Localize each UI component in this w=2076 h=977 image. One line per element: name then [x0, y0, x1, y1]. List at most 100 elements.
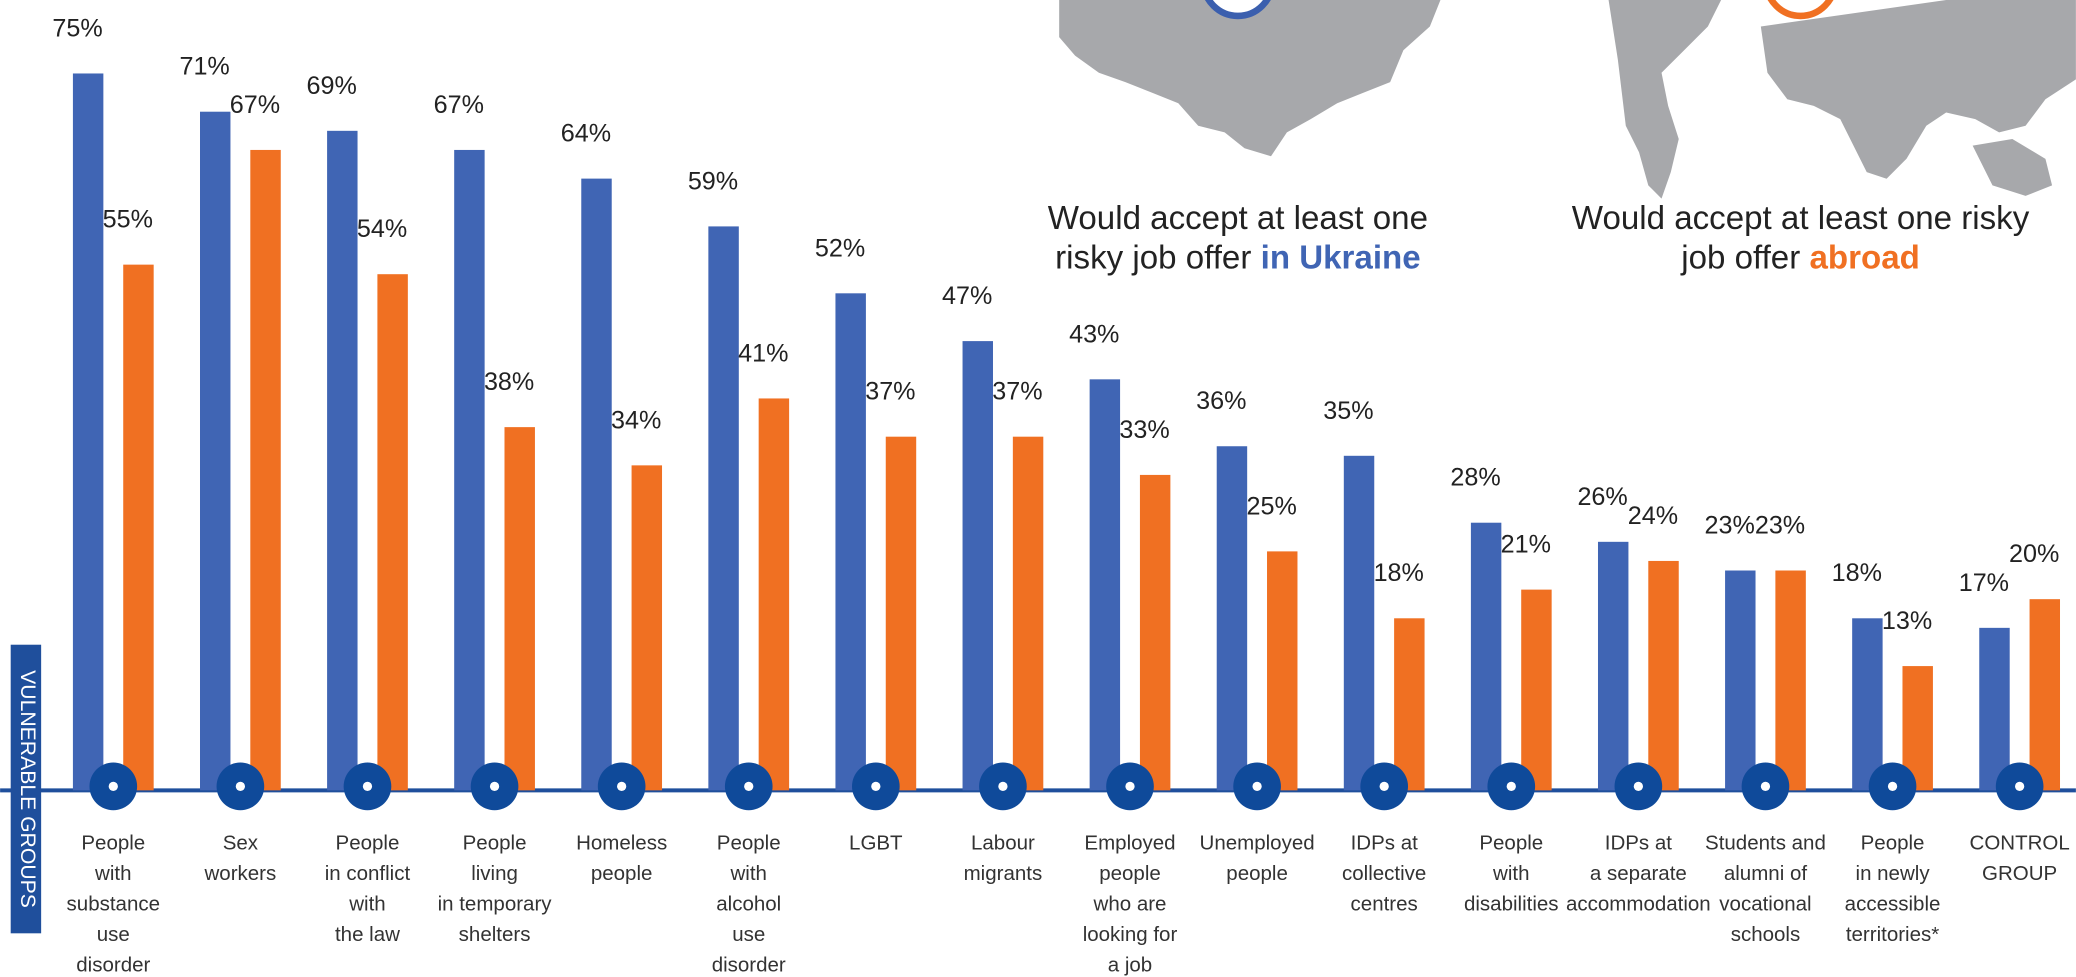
category-marker-dot [1125, 781, 1135, 791]
category-marker-dot [108, 781, 118, 791]
axis-label-box [10, 644, 42, 934]
x-tick-line: accessible [1845, 893, 1941, 916]
x-tick-line: a job [1108, 954, 1152, 977]
value-label: 36% [1196, 387, 1246, 415]
x-tick-line: with [1492, 862, 1529, 885]
x-tick-line: in conflict [325, 862, 411, 885]
bar [581, 178, 612, 791]
bar [1139, 474, 1171, 791]
bar [1775, 570, 1806, 791]
x-tick-label: People with alcohol use disorder [712, 832, 786, 977]
x-tick-label: Homeless people [576, 832, 667, 885]
x-tick-line: centres [1351, 893, 1418, 916]
x-tick-label: Unemployed people [1200, 832, 1315, 885]
x-tick-line: Sex [223, 832, 259, 855]
x-tick-line: IDPs at [1605, 832, 1673, 855]
x-tick-line: living [471, 862, 518, 885]
bar [758, 398, 790, 791]
x-tick-line: accommodation [1566, 893, 1711, 916]
bar [1521, 589, 1552, 791]
category-marker-dot [1633, 781, 1643, 791]
value-label: 59% [688, 167, 738, 195]
x-tick-label: Employed people who are looking for a job [1083, 832, 1178, 977]
x-tick-line: shelters [459, 923, 531, 946]
category-marker-dot [871, 781, 881, 791]
x-tick-line: alcohol [716, 893, 781, 916]
category-marker-dot [489, 781, 500, 791]
bar [1979, 627, 2010, 791]
bar [885, 436, 917, 791]
value-label: 24% [1628, 502, 1678, 530]
x-tick-line: in newly [1856, 862, 1931, 885]
legend-text: Would accept at least one risky job offe… [1571, 199, 2030, 277]
x-tick-line: with [348, 893, 385, 916]
x-tick-line: with [94, 862, 131, 885]
bar [327, 130, 358, 791]
category-marker-dot [1506, 781, 1516, 791]
x-tick-line: People [81, 832, 145, 855]
bar [1470, 522, 1502, 791]
x-tick-line: disorder [712, 954, 786, 977]
x-tick-line: Students and [1705, 832, 1826, 855]
value-label: 18% [1832, 559, 1882, 587]
value-label: 13% [1882, 607, 1932, 635]
x-tick-line: People [463, 832, 527, 855]
legend-name: in Ukraine [1260, 239, 1421, 277]
x-tick-line: collective [1342, 862, 1426, 885]
legend-ukraine-box: Would accept at least one risky job offe… [1048, 200, 1428, 277]
value-label: 35% [1323, 397, 1373, 425]
value-label: 23% [1705, 511, 1755, 539]
x-tick-line: People [1861, 832, 1925, 855]
bar [835, 293, 866, 791]
bar [1648, 560, 1679, 791]
category-marker-dot [1379, 781, 1389, 791]
bar [200, 111, 231, 791]
x-tick-line: vocational [1719, 893, 1811, 916]
bar [1597, 541, 1629, 791]
x-tick-label: Students and alumni of vocational schools [1705, 832, 1826, 946]
x-tick-line: Unemployed [1200, 832, 1315, 855]
x-tick-line: people [591, 862, 653, 885]
bar [1012, 436, 1044, 791]
x-tick-line: use [97, 923, 130, 946]
bar [631, 465, 663, 791]
x-tick-line: people [1099, 862, 1161, 885]
category-marker-dot [2015, 781, 2025, 791]
bar [1089, 379, 1121, 791]
bar [962, 341, 993, 791]
value-label: 38% [484, 368, 534, 396]
bar [1343, 455, 1375, 791]
axis-label: VULNERABLE GROUPS [16, 670, 39, 908]
x-tick-line: people [1226, 862, 1288, 885]
x-tick-label: People with disabilities [1464, 832, 1559, 916]
x-tick-line: People [1479, 832, 1543, 855]
value-label: 75% [52, 14, 102, 42]
value-label: 64% [561, 120, 611, 148]
x-tick-line: CONTROL [1970, 832, 2070, 855]
value-label: 34% [611, 406, 661, 434]
x-tick-line: territories* [1846, 923, 1939, 946]
value-label: 43% [1069, 320, 1119, 348]
legend-name: abroad [1809, 239, 1920, 277]
bar [1394, 618, 1425, 791]
category-marker-dot [1760, 781, 1771, 791]
value-label: 25% [1246, 492, 1296, 520]
x-tick-line: IDPs at [1351, 832, 1419, 855]
x-tick-line: Employed [1084, 832, 1175, 855]
bar [1267, 551, 1298, 791]
bar [72, 73, 104, 791]
value-label: 41% [738, 339, 788, 367]
value-label: 20% [2009, 540, 2059, 568]
value-label: 18% [1374, 559, 1424, 587]
x-tick-line: the law [335, 923, 400, 946]
bar [708, 226, 739, 791]
value-label: 67% [230, 91, 280, 119]
x-tick-line: GROUP [1982, 862, 2057, 885]
x-tick-label: People in newly accessible territories* [1845, 832, 1941, 946]
bar [1852, 618, 1883, 791]
category-marker-dot [362, 781, 373, 791]
value-label: 28% [1450, 464, 1500, 492]
value-label: 67% [434, 91, 484, 119]
x-tick-line: workers [203, 862, 276, 885]
x-tick-label: LGBT [849, 832, 903, 855]
